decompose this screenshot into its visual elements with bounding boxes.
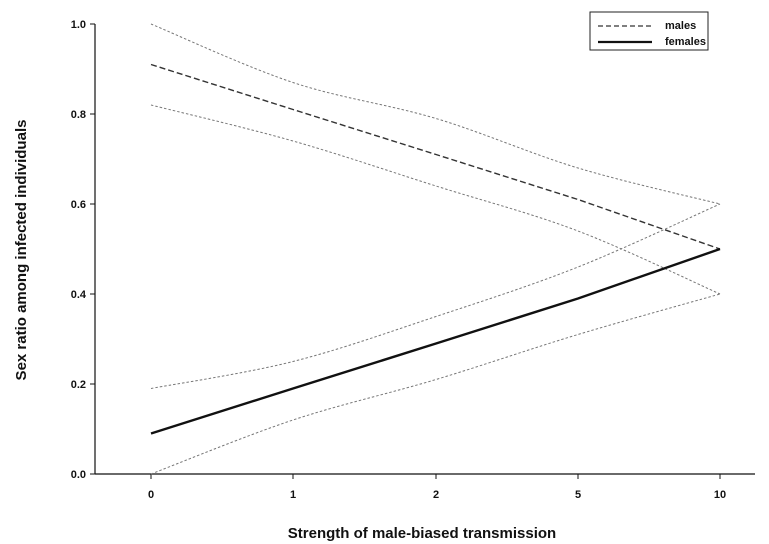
males-ci-lower-line bbox=[151, 105, 720, 294]
legend-label-males: males bbox=[665, 20, 696, 32]
axes bbox=[90, 24, 755, 479]
x-axis-label: Strength of male-biased transmission bbox=[288, 525, 556, 542]
y-tick-label: 0.4 bbox=[71, 289, 87, 301]
y-tick-label: 0.8 bbox=[71, 109, 86, 121]
legend: males females bbox=[590, 12, 708, 50]
x-tick-label: 5 bbox=[575, 489, 581, 501]
x-tick-label: 2 bbox=[433, 489, 439, 501]
x-tick-label: 0 bbox=[148, 489, 154, 501]
y-axis-label: Sex ratio among infected individuals bbox=[13, 120, 30, 381]
x-tick-label: 10 bbox=[714, 489, 726, 501]
females-ci-lower-line bbox=[151, 294, 720, 474]
males-series-line bbox=[151, 65, 720, 250]
y-tick-label: 0.6 bbox=[71, 199, 86, 211]
x-tick-label: 1 bbox=[290, 489, 296, 501]
females-ci-upper-line bbox=[151, 204, 720, 389]
series-lines bbox=[151, 65, 720, 434]
legend-label-females: females bbox=[665, 36, 706, 48]
y-tick-label: 0.0 bbox=[71, 469, 86, 481]
males-ci-upper-line bbox=[151, 24, 720, 204]
y-tick-label: 1.0 bbox=[71, 19, 86, 31]
females-series-line bbox=[151, 249, 720, 434]
y-tick-label: 0.2 bbox=[71, 379, 86, 391]
